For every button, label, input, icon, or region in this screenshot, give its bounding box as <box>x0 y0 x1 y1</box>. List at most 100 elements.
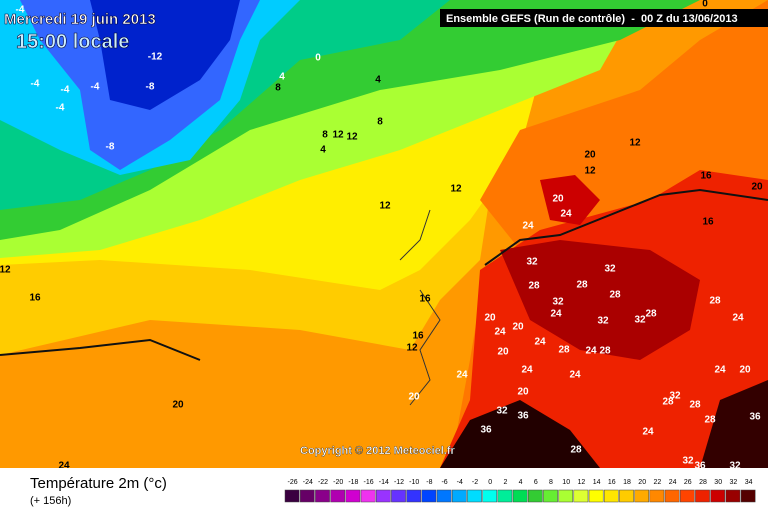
scale-label: 26 <box>684 479 692 486</box>
scale-label: 10 <box>562 479 570 486</box>
contour-label: 24 <box>521 365 533 376</box>
contour-label: 24 <box>494 327 506 338</box>
scale-swatch <box>634 489 650 503</box>
scale-swatch <box>649 489 665 503</box>
scale-swatch <box>740 489 756 503</box>
contour-label: 8 <box>377 117 383 128</box>
scale-label: -20 <box>333 479 343 486</box>
contour-label: 12 <box>584 166 596 177</box>
contour-label: 24 <box>732 313 744 324</box>
contour-label: 12 <box>379 201 391 212</box>
contour-label: 12 <box>629 138 641 149</box>
contour-label: 28 <box>570 445 582 456</box>
scale-swatch <box>619 489 634 503</box>
contour-label: 24 <box>569 370 581 381</box>
scale-swatch <box>315 489 330 503</box>
contour-label: 28 <box>704 415 716 426</box>
contour-label: 0 <box>702 0 708 10</box>
scale-label: 8 <box>549 479 553 486</box>
scale-label: 14 <box>593 479 601 486</box>
scale-label: -10 <box>409 479 419 486</box>
contour-label: -8 <box>106 142 115 153</box>
scale-swatch <box>299 489 315 503</box>
scale-label: -14 <box>379 479 389 486</box>
contour-label: 20 <box>584 150 596 161</box>
scale-swatch <box>482 489 498 503</box>
time: 15:00 locale <box>16 31 129 53</box>
contour-label: 32 <box>604 264 616 275</box>
contour-label: 20 <box>751 182 763 193</box>
contour-label: 20 <box>484 313 496 324</box>
legend-title: Température 2m (°c) <box>30 475 167 492</box>
scale-swatch <box>725 489 741 503</box>
contour-label: 28 <box>662 397 674 408</box>
scale-swatch <box>573 489 589 503</box>
contour-label: 20 <box>408 392 420 403</box>
copyright: Copyright © 2012 Meteociel.fr <box>300 445 456 457</box>
scale-label: -18 <box>348 479 358 486</box>
scale-label: 2 <box>503 479 507 486</box>
scale-label: -4 <box>457 479 463 486</box>
contour-label: -4 <box>61 85 70 96</box>
contour-label: 12 <box>450 184 462 195</box>
color-scale: -26 -24 -22 -20 -18 -16 -14 -12 -10 -8 -6 -4 -2 0 2 4 6 8… <box>284 479 756 503</box>
scale-label: -2 <box>472 479 478 486</box>
contour-label: 24 <box>642 427 654 438</box>
scale-swatch <box>664 489 680 503</box>
contour-label: 20 <box>512 322 524 333</box>
contour-label: 20 <box>739 365 751 376</box>
contour-label: 12 <box>346 132 358 143</box>
contour-label: 20 <box>517 387 529 398</box>
contour-label: 8 <box>275 83 281 94</box>
scale-swatch <box>391 489 406 503</box>
scale-label: 24 <box>669 479 677 486</box>
run-info: Ensemble GEFS (Run de contrôle) - 00 Z d… <box>446 13 738 25</box>
contour-label: 24 <box>585 346 597 357</box>
contour-label: 4 <box>279 72 285 83</box>
contour-label: 24 <box>456 370 468 381</box>
scale-label: -8 <box>426 479 432 486</box>
scale-swatch <box>543 489 558 503</box>
scale-swatch <box>406 489 422 503</box>
scale-swatch <box>497 489 513 503</box>
contour-label: -12 <box>148 52 163 63</box>
contour-label: 28 <box>599 346 611 357</box>
scale-label: 30 <box>714 479 722 486</box>
contour-label: 32 <box>552 297 564 308</box>
contour-label: 28 <box>609 290 621 301</box>
scale-label: 20 <box>638 479 646 486</box>
run-box <box>440 9 768 27</box>
contour-label: 16 <box>29 293 41 304</box>
contour-label: 28 <box>689 400 701 411</box>
contour-label: 24 <box>714 365 726 376</box>
contour-label: 36 <box>694 461 706 472</box>
contour-label: -4 <box>16 5 25 16</box>
contour-label: 28 <box>645 309 657 320</box>
contour-label: -8 <box>146 82 155 93</box>
contour-label: -4 <box>56 103 65 114</box>
scale-label: 0 <box>488 479 492 486</box>
contour-label: 0 <box>315 53 321 64</box>
contour-label: 32 <box>729 461 741 472</box>
contour-label: 8 <box>322 130 328 141</box>
map-background <box>0 0 768 468</box>
scale-swatch <box>588 489 604 503</box>
contour-label: 16 <box>700 171 712 182</box>
scale-label: -12 <box>394 479 404 486</box>
contour-label: 24 <box>58 461 70 472</box>
contour-label: 16 <box>419 294 431 305</box>
contour-label: 20 <box>497 347 509 358</box>
contour-label: 16 <box>702 217 714 228</box>
contour-label: 24 <box>522 221 534 232</box>
contour-label: 32 <box>634 315 646 326</box>
scale-label: 16 <box>608 479 616 486</box>
contour-label: -4 <box>91 82 100 93</box>
scale-label: -22 <box>318 479 328 486</box>
contour-label: 12 <box>0 265 11 276</box>
contour-label: -4 <box>31 79 40 90</box>
scale-label: 34 <box>745 479 753 486</box>
contour-label: 28 <box>558 345 570 356</box>
contour-label: 32 <box>496 406 508 417</box>
scale-swatch <box>558 489 574 503</box>
scale-label: 18 <box>623 479 631 486</box>
